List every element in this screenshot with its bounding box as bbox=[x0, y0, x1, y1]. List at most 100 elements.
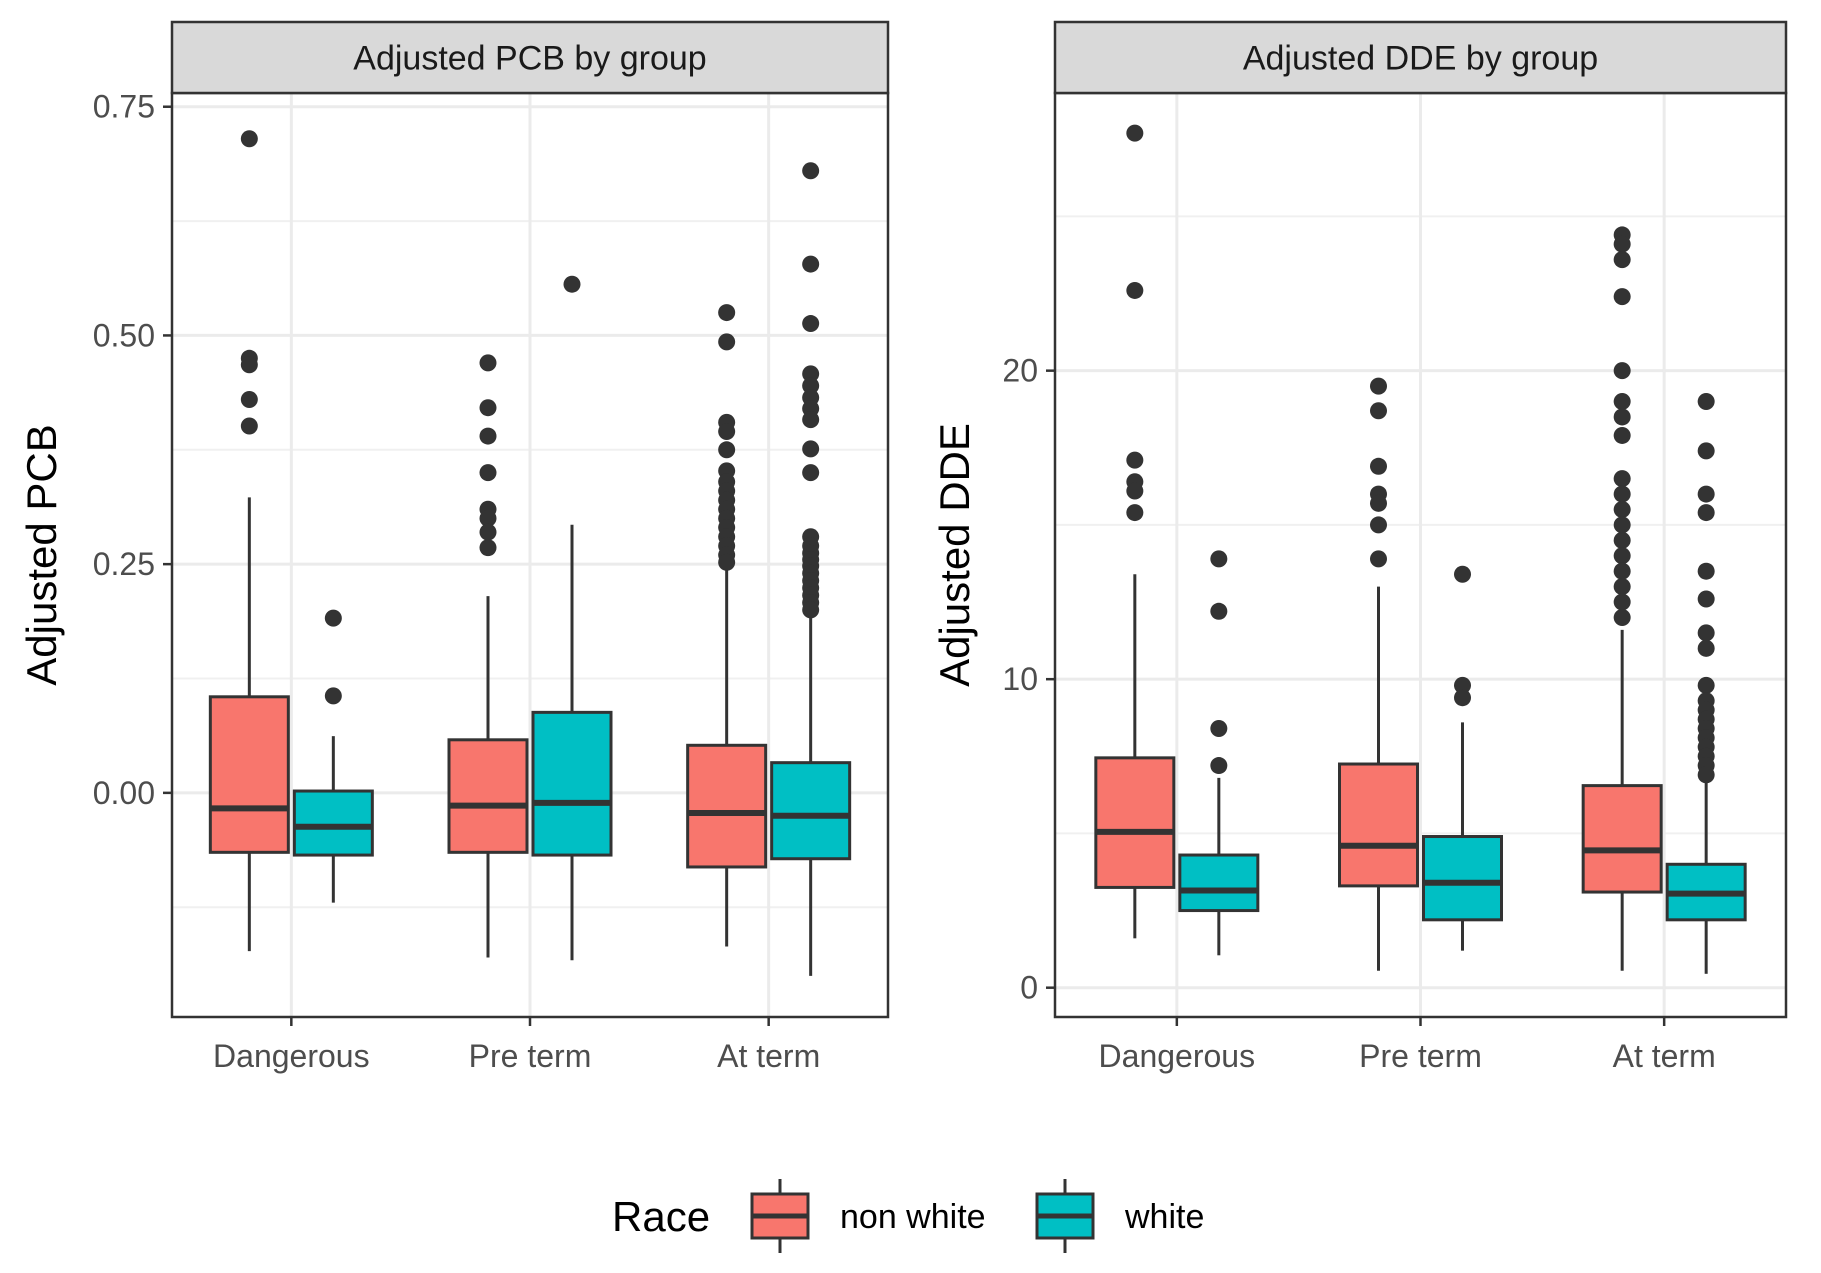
facet-strip bbox=[170, 20, 890, 95]
outlier-point bbox=[1697, 590, 1715, 608]
outlier-point bbox=[1126, 504, 1144, 522]
outlier-point bbox=[1210, 720, 1228, 738]
outlier-point bbox=[479, 464, 497, 482]
outlier-point bbox=[1613, 362, 1631, 380]
outlier-point bbox=[1370, 550, 1387, 568]
outlier-point bbox=[802, 601, 820, 619]
outlier-point bbox=[1613, 408, 1631, 426]
outlier-point bbox=[1613, 426, 1631, 444]
outlier-point bbox=[479, 539, 497, 557]
legend-title: Race bbox=[612, 1193, 710, 1240]
outlier-point bbox=[1613, 593, 1631, 611]
outlier-point bbox=[802, 377, 820, 395]
outlier-point bbox=[1613, 251, 1631, 269]
box-white-pre-term bbox=[531, 275, 613, 961]
outlier-point bbox=[1613, 578, 1631, 596]
outlier-point bbox=[240, 130, 258, 148]
outlier-point bbox=[1210, 757, 1228, 775]
facet-panel-2: Adjusted DDE by group 0 10 20 Dangerous Pre t… bbox=[931, 20, 1788, 1074]
x-tick-label: Pre term bbox=[1359, 1038, 1482, 1074]
box-body bbox=[208, 695, 290, 854]
outlier-point bbox=[479, 523, 497, 541]
legend-key-non-white bbox=[750, 1179, 810, 1253]
outlier-point bbox=[802, 440, 820, 458]
outlier-point bbox=[1613, 500, 1631, 518]
box-body bbox=[686, 743, 768, 869]
legend-label: non white bbox=[840, 1198, 986, 1236]
outlier-point bbox=[1697, 639, 1715, 657]
box-non-white-pre-term bbox=[1338, 377, 1419, 971]
outlier-point bbox=[1697, 485, 1715, 503]
box-white-dangerous bbox=[292, 609, 374, 903]
outlier-point bbox=[240, 356, 258, 374]
box-body bbox=[292, 789, 374, 857]
outlier-point bbox=[1454, 689, 1471, 707]
outlier-point bbox=[1613, 531, 1631, 549]
box-non-white-dangerous bbox=[208, 130, 290, 952]
y-axis-title: Adjusted PCB bbox=[18, 424, 65, 685]
outlier-point bbox=[718, 553, 736, 571]
box-body bbox=[447, 738, 529, 854]
outlier-point bbox=[324, 687, 342, 705]
outlier-point bbox=[1697, 562, 1715, 580]
outlier-point bbox=[1454, 565, 1471, 583]
outlier-point bbox=[1613, 547, 1631, 565]
outlier-point bbox=[1126, 482, 1144, 500]
outlier-point bbox=[1697, 624, 1715, 642]
outlier-point bbox=[1697, 766, 1715, 784]
outlier-point bbox=[1697, 393, 1715, 411]
outlier-point bbox=[1697, 676, 1715, 694]
box-non-white-pre-term bbox=[447, 354, 529, 958]
legend-key-white bbox=[1035, 1179, 1095, 1253]
outlier-point bbox=[1210, 550, 1228, 568]
y-tick-label: 0.50 bbox=[93, 317, 155, 353]
box-body bbox=[1094, 756, 1176, 889]
outlier-point bbox=[1613, 393, 1631, 411]
outlier-point bbox=[1613, 288, 1631, 306]
y-tick-label: 0.00 bbox=[93, 775, 155, 811]
outlier-point bbox=[718, 333, 736, 351]
outlier-point bbox=[240, 390, 258, 408]
outlier-point bbox=[1613, 485, 1631, 503]
box-body bbox=[1338, 762, 1419, 888]
outlier-point bbox=[718, 422, 736, 440]
box-body bbox=[1422, 835, 1503, 922]
y-tick-label: 20 bbox=[1002, 353, 1038, 389]
outlier-point bbox=[1613, 562, 1631, 580]
outlier-point bbox=[1454, 676, 1471, 694]
outlier-point bbox=[1126, 124, 1144, 142]
outlier-point bbox=[563, 275, 581, 293]
outlier-point bbox=[1370, 457, 1387, 475]
x-tick-label: At term bbox=[1613, 1038, 1716, 1074]
x-tick-label: At term bbox=[717, 1038, 820, 1074]
x-tick-label: Pre term bbox=[469, 1038, 592, 1074]
outlier-point bbox=[479, 427, 497, 445]
legend-label: white bbox=[1124, 1198, 1204, 1236]
outlier-point bbox=[802, 365, 820, 383]
outlier-point bbox=[240, 417, 258, 435]
box-white-at-term bbox=[1665, 393, 1747, 974]
y-tick-label: 10 bbox=[1002, 661, 1038, 697]
outlier-point bbox=[1697, 504, 1715, 522]
outlier-point bbox=[1126, 451, 1144, 469]
outlier-point bbox=[1697, 442, 1715, 460]
box-body bbox=[1178, 853, 1260, 913]
outlier-point bbox=[1613, 470, 1631, 488]
outlier-point bbox=[1370, 516, 1387, 534]
legend: Race non white white bbox=[612, 1179, 1204, 1253]
facet-strip-title: Adjusted DDE by group bbox=[1243, 40, 1598, 78]
outlier-point bbox=[718, 441, 736, 459]
facet-panels: Adjusted PCB by group 0.00 0.25 0.50 0.75 Dan… bbox=[18, 20, 1788, 1074]
box-body bbox=[531, 710, 613, 857]
y-tick-label: 0.25 bbox=[93, 546, 155, 582]
outlier-point bbox=[1613, 608, 1631, 626]
facet-strip bbox=[1053, 20, 1788, 95]
outlier-point bbox=[1370, 402, 1387, 420]
y-axis-title: Adjusted DDE bbox=[931, 423, 978, 687]
box-white-dangerous bbox=[1178, 550, 1260, 956]
outlier-point bbox=[802, 162, 820, 180]
box-body bbox=[1581, 784, 1663, 894]
box-body bbox=[770, 761, 852, 861]
